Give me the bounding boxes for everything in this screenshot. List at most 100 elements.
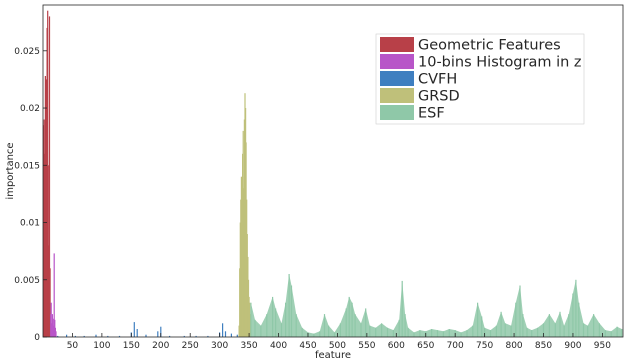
bar — [290, 285, 293, 337]
x-tick-label: 950 — [594, 341, 611, 351]
y-axis-label: importance — [5, 142, 16, 199]
bar — [616, 326, 618, 337]
bar — [157, 331, 159, 337]
bar — [243, 188, 245, 337]
bar — [47, 10, 49, 337]
y-axis: 0 0.005 0.01 0.015 0.02 0.025 — [14, 47, 47, 343]
bar — [531, 330, 533, 337]
bar — [604, 330, 606, 337]
y-tick-label: 0.025 — [14, 47, 40, 57]
bar — [275, 308, 277, 337]
x-tick-label: 850 — [535, 341, 552, 351]
bar — [442, 331, 444, 337]
bar — [401, 280, 403, 337]
bar — [386, 327, 389, 337]
bar — [280, 323, 283, 337]
bar — [288, 274, 290, 337]
bar — [246, 234, 248, 337]
legend-swatch — [380, 71, 414, 86]
bar — [224, 331, 227, 337]
bar — [295, 314, 297, 337]
bar — [50, 302, 52, 337]
bar — [519, 285, 521, 337]
bar — [169, 335, 171, 337]
legend-label: CVFH — [418, 72, 457, 88]
bar — [610, 331, 612, 337]
bar — [489, 330, 492, 337]
bar — [145, 334, 147, 337]
bar — [250, 302, 252, 337]
y-tick-label: 0.01 — [20, 219, 40, 229]
bar — [593, 314, 595, 337]
x-tick-label: 450 — [299, 341, 316, 351]
bar — [526, 327, 528, 337]
series-4 — [250, 274, 623, 337]
bar — [272, 296, 274, 337]
legend-swatch — [380, 54, 414, 69]
bar — [360, 323, 362, 337]
y-tick-label: 0 — [34, 333, 40, 343]
bar — [48, 16, 51, 338]
legend-swatch — [380, 37, 414, 52]
x-tick-label: 250 — [182, 341, 199, 351]
bar — [413, 332, 415, 337]
bar — [448, 329, 450, 337]
bar — [542, 323, 545, 337]
legend-swatch — [380, 105, 414, 120]
bar — [436, 330, 439, 337]
bar — [301, 327, 303, 337]
bar — [392, 330, 394, 337]
x-tick-label: 300 — [211, 341, 228, 351]
x-axis: 50 100 150 200 250 300 350 400 450 500 550 600 650 70… — [67, 333, 611, 351]
bar — [236, 334, 238, 337]
y-tick-label: 0.02 — [20, 104, 40, 114]
bar — [431, 329, 433, 337]
x-tick-label: 500 — [329, 341, 346, 351]
bar — [407, 327, 409, 337]
series-0 — [43, 10, 51, 338]
x-tick-label: 150 — [123, 341, 140, 351]
bar — [522, 314, 524, 337]
bar — [398, 319, 400, 337]
bar — [484, 327, 486, 337]
bar — [554, 323, 556, 337]
x-tick-label: 800 — [505, 341, 522, 351]
bar — [477, 302, 479, 337]
bar — [345, 308, 347, 337]
bar — [313, 333, 315, 337]
bar — [563, 325, 565, 337]
bar — [43, 119, 45, 337]
bar — [495, 325, 497, 337]
bar — [598, 323, 600, 337]
bar — [133, 322, 135, 337]
plot-area — [43, 10, 623, 338]
bar — [404, 314, 406, 337]
bar — [55, 331, 57, 337]
bar — [587, 325, 589, 337]
bar — [515, 302, 517, 337]
x-tick-label: 550 — [358, 341, 375, 351]
legend-label: 10-bins Histogram in z — [418, 55, 582, 71]
series-3 — [238, 93, 251, 337]
bar — [183, 335, 185, 337]
bar — [136, 329, 138, 337]
bar — [537, 327, 539, 337]
x-tick-label: 750 — [476, 341, 493, 351]
series-area — [250, 274, 622, 337]
bar — [348, 296, 350, 337]
bar — [510, 325, 512, 337]
bar — [207, 335, 209, 337]
bar — [160, 326, 162, 337]
x-axis-label: feature — [315, 350, 351, 361]
bar — [572, 293, 574, 337]
bar — [107, 335, 109, 337]
bar — [419, 330, 421, 337]
bar — [339, 323, 341, 337]
bar — [118, 335, 121, 337]
bar — [354, 314, 356, 337]
bar — [319, 331, 321, 337]
legend-label: ESF — [418, 106, 445, 122]
bar — [66, 334, 68, 337]
bar — [57, 335, 59, 337]
